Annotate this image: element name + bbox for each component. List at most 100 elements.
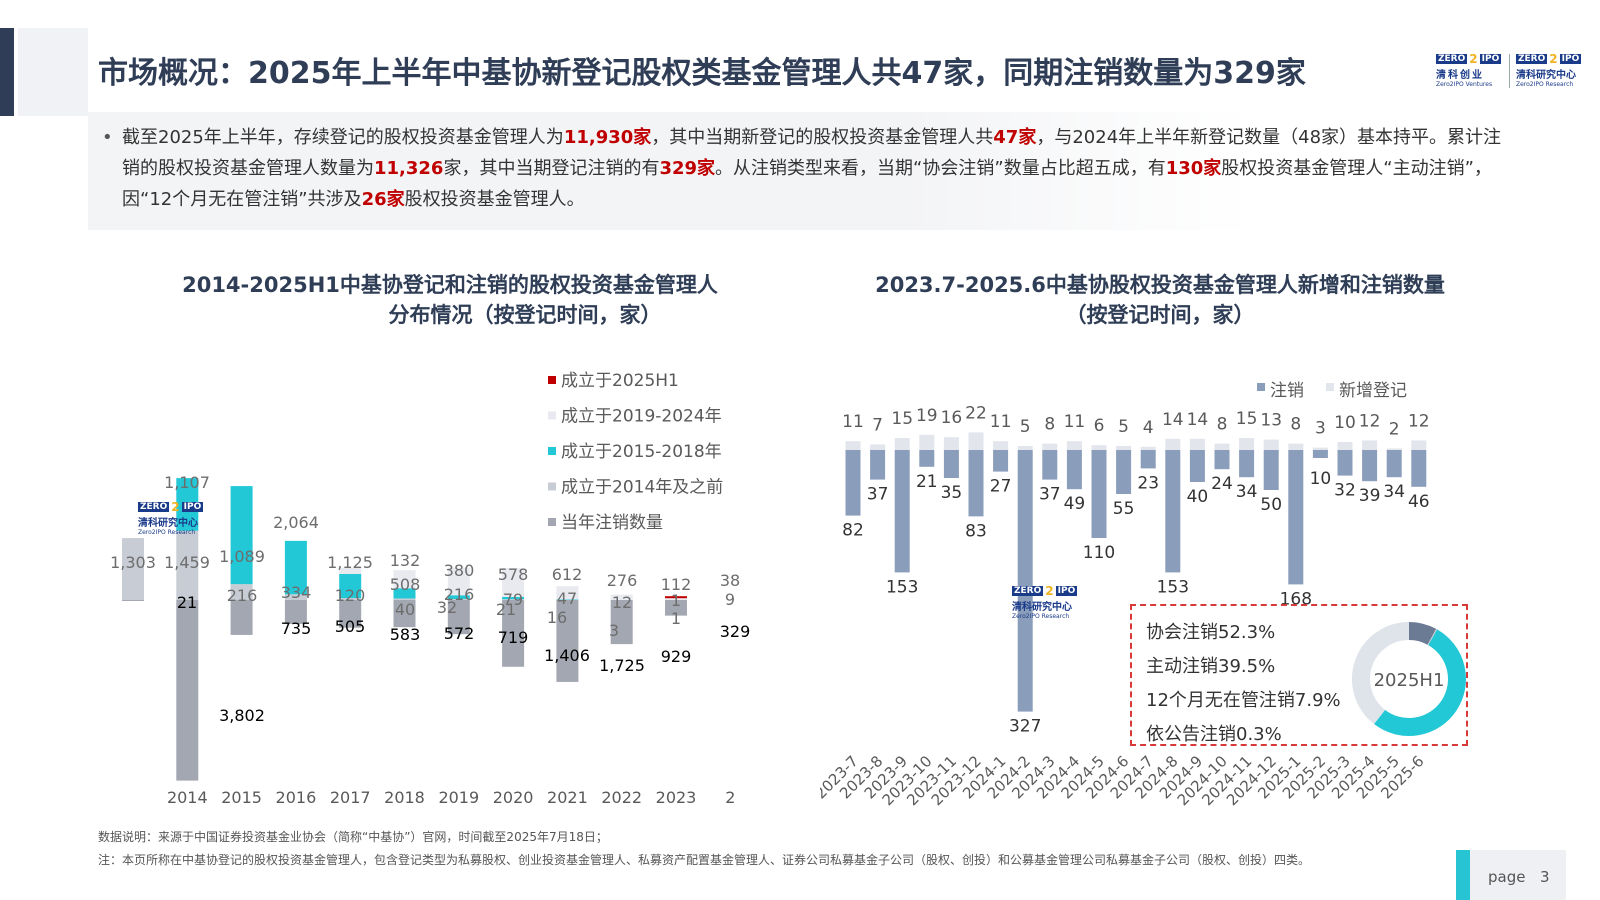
summary-panel	[88, 112, 1253, 230]
cancel-value-label: 153	[886, 577, 918, 597]
bar-new-2024-12	[1263, 439, 1279, 450]
bar-cancel-2023-9	[894, 450, 910, 573]
data-label: 572	[444, 624, 475, 643]
right-chart-title-line1: 2023.7-2025.6中基协股权投资基金管理人新增和注销数量	[875, 273, 1445, 297]
data-label: 3,802	[219, 706, 265, 725]
data-label: 9	[725, 590, 735, 609]
bar--成立于2014年及之前	[122, 538, 144, 600]
summary-segment: ，与2024年上半年新登记数量（48家）基本持平。累计注销的股权投资基金管理人数…	[122, 127, 1502, 179]
pie-label-announcement: 依公告注销0.3%	[1146, 724, 1282, 745]
new-value-label: 7	[872, 415, 883, 435]
bar-new-2024-2	[1017, 446, 1033, 450]
bar-cancel-2024-10	[1214, 450, 1230, 470]
cancel-value-label: 32	[1334, 481, 1356, 501]
new-value-label: 8	[1044, 415, 1055, 435]
pie-label-voluntary: 主动注销39.5%	[1146, 656, 1276, 677]
bar-2018-cancel	[393, 600, 416, 628]
title-band	[18, 28, 88, 116]
bar-cancel-2025-6	[1411, 450, 1427, 487]
new-value-label: 2	[1389, 419, 1400, 439]
data-label: 612	[552, 565, 583, 584]
bar-cancel-2024-2	[1017, 450, 1033, 712]
cancel-value-label: 37	[1039, 485, 1061, 505]
legend-swatch	[548, 376, 556, 384]
bar-2023-成立于2019-2024年	[665, 598, 687, 600]
new-value-label: 4	[1143, 418, 1154, 438]
bar-cancel-2024-7	[1140, 450, 1156, 469]
legend-label: 成立于2014年及之前	[561, 478, 723, 498]
data-label: 16	[547, 608, 567, 627]
legend-label: 当年注销数量	[561, 513, 663, 533]
bar-cancel-2024-6	[1116, 450, 1132, 494]
data-label: 1,125	[327, 553, 373, 572]
bar-2022-成立于2019-2024年	[610, 594, 633, 600]
bar-2017-成立于2019-2024年	[339, 567, 362, 574]
x-tick-2022: 2022	[601, 788, 642, 807]
x-tick-2019: 2019	[438, 788, 479, 807]
bar-2016-成立于2015-2018年	[284, 540, 307, 595]
donut-slice-2	[1408, 622, 1437, 645]
bar-2017-cancel	[339, 600, 362, 628]
scope-note: 注：本页所称在中基协登记的股权投资基金管理人，包含登记类型为私募股权、创业投资基…	[98, 853, 1311, 867]
bar-cancel-2025-1	[1288, 450, 1304, 585]
page-label: page	[1488, 868, 1526, 886]
cancel-value-label: 34	[1383, 482, 1405, 502]
donut-center-label: 2025H1	[1374, 670, 1445, 691]
new-value-label: 3	[1315, 419, 1326, 439]
bar-cancel-2024-11	[1239, 450, 1255, 478]
summary-highlight: 47家	[993, 127, 1037, 148]
legend-label-new: 新增登记	[1339, 381, 1407, 401]
data-label: 132	[390, 551, 421, 570]
data-label: 112	[661, 575, 692, 594]
data-label: 1,725	[599, 656, 645, 675]
bar-new-2023-9	[894, 438, 910, 450]
bar--cancel	[122, 600, 144, 601]
x-tick-2: 2	[725, 788, 735, 807]
bar-new-2024-8	[1165, 438, 1181, 450]
bar-new-2023-11	[943, 437, 959, 450]
new-value-label: 6	[1094, 416, 1105, 436]
bar-new-2023-7	[845, 441, 861, 450]
bar-cancel-2024-1	[993, 450, 1009, 472]
bar-2015-成立于2014年及之前	[230, 584, 253, 600]
bar-new-2025-3	[1337, 442, 1353, 450]
data-label: 1,089	[219, 547, 265, 566]
bar-2019-cancel	[447, 600, 470, 635]
x-tick-2018: 2018	[384, 788, 425, 807]
bullet-icon: •	[102, 127, 113, 148]
bar-cancel-2024-4	[1066, 450, 1082, 490]
right-chart-title: 2023.7-2025.6中基协股权投资基金管理人新增和注销数量 （按登记时间，…	[845, 270, 1475, 330]
data-label: 1,303	[110, 553, 156, 572]
bar-2017-成立于2014年及之前	[339, 598, 362, 600]
data-label: 21	[496, 600, 516, 619]
bar-2019-成立于2014年及之前	[447, 599, 470, 600]
bar-cancel-2025-5	[1386, 450, 1402, 478]
new-value-label: 16	[941, 408, 963, 428]
new-value-label: 19	[916, 406, 938, 426]
data-label: 735	[281, 619, 312, 638]
bar-2016-成立于2014年及之前	[284, 594, 307, 600]
donut-slice-1	[1352, 622, 1410, 725]
data-label: 719	[498, 628, 529, 647]
data-label: 276	[607, 571, 638, 590]
new-value-label: 22	[965, 403, 987, 423]
cancel-value-label: 10	[1310, 469, 1332, 489]
summary-segment: 。从注销类型来看，当期“协会注销”数量占比超五成，有	[715, 158, 1166, 179]
cancel-value-label: 55	[1113, 499, 1135, 519]
data-label: 32	[437, 598, 457, 617]
bar-2018-成立于2014年及之前	[393, 598, 416, 600]
bar-cancel-2023-7	[845, 450, 861, 516]
bar-2014-成立于2014年及之前	[176, 530, 199, 600]
bar-new-2025-6	[1411, 440, 1427, 450]
bar-2020-成立于2015-2018年	[502, 597, 525, 600]
cancel-type-breakdown-box	[1130, 604, 1468, 746]
bar-new-2023-12	[968, 432, 984, 450]
legend-label: 成立于2025H1	[561, 371, 679, 391]
new-value-label: 15	[891, 409, 913, 429]
bar-new-2024-3	[1042, 443, 1058, 450]
new-value-label: 12	[1359, 411, 1381, 431]
bar-2018-成立于2015-2018年	[393, 588, 416, 599]
data-label: 334	[281, 583, 312, 602]
summary-highlight: 26家	[361, 189, 405, 210]
